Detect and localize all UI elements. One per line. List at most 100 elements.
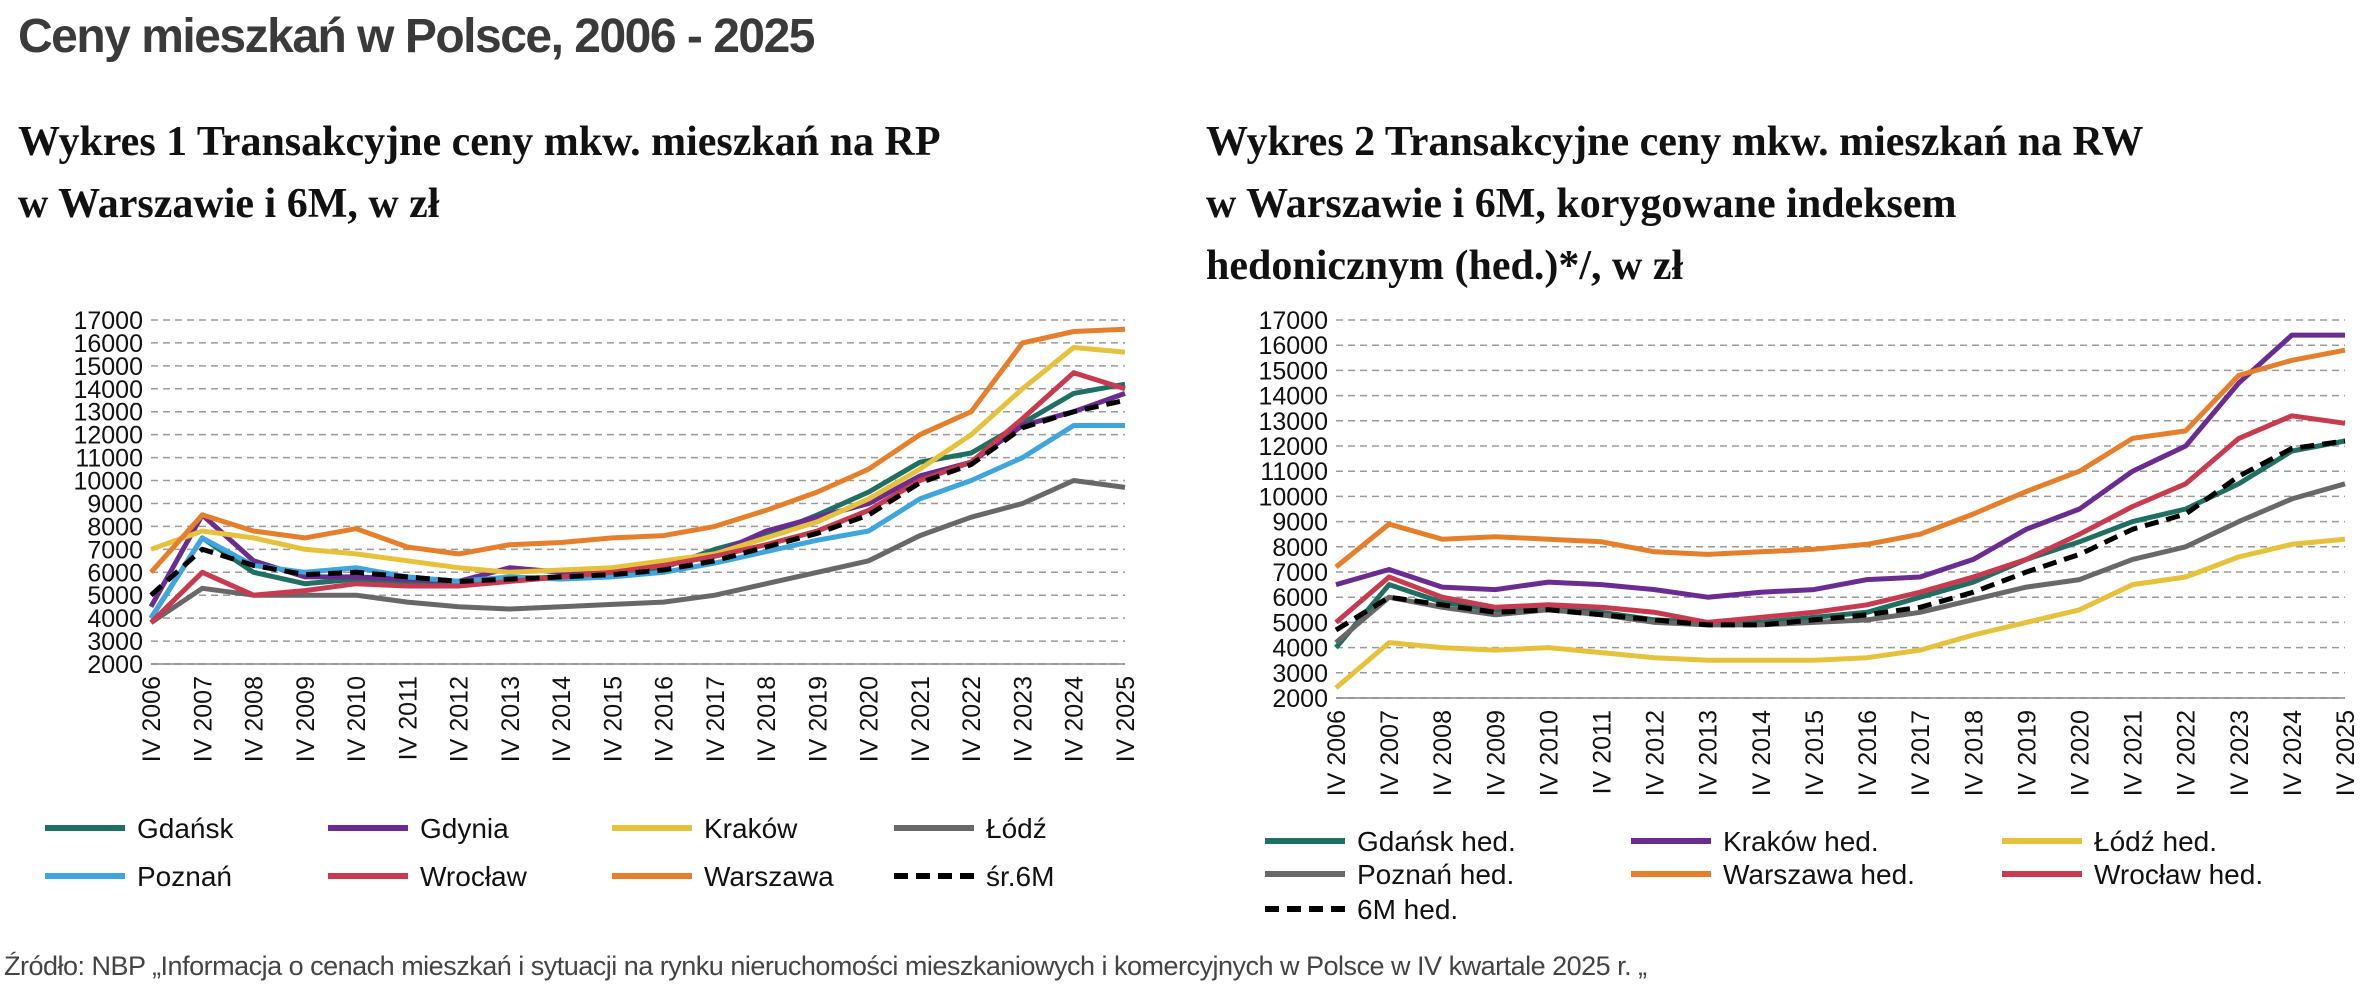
y-tick-label: 5000: [87, 582, 143, 610]
x-tick-label: IV 2006: [1323, 710, 1351, 796]
legend-label: Warszawa hed.: [1723, 859, 1915, 890]
x-tick-label: IV 2021: [907, 676, 935, 762]
legend-label: Poznań hed.: [1357, 859, 1514, 890]
y-tick-label: 17000: [1258, 307, 1328, 335]
x-tick-label: IV 2017: [1907, 710, 1935, 796]
x-tick-label: IV 2014: [548, 676, 576, 762]
x-tick-label: IV 2013: [1695, 710, 1723, 796]
x-tick-label: IV 2011: [394, 676, 422, 760]
y-tick-label: 13000: [73, 399, 143, 427]
x-tick-label: IV 2022: [2173, 710, 2201, 796]
y-tick-label: 9000: [87, 490, 143, 518]
y-tick-label: 10000: [73, 468, 143, 496]
x-tick-label: IV 2013: [497, 676, 525, 762]
y-tick-label: 4000: [87, 605, 143, 633]
y-tick-label: 7000: [87, 536, 143, 564]
series-line: [1334, 438, 2346, 633]
series-line: [1335, 332, 2345, 600]
x-tick-label: IV 2007: [1376, 710, 1404, 796]
y-tick-label: 3000: [1272, 660, 1328, 688]
y-tick-label: 15000: [1258, 357, 1328, 385]
chart-title: Wykres 1 Transakcyjne ceny mkw. mieszkań…: [18, 119, 940, 165]
series-line: [149, 326, 1126, 574]
series-line: [1334, 536, 2346, 690]
y-tick-label: 2000: [87, 651, 143, 679]
x-tick-label: IV 2025: [2332, 710, 2360, 796]
y-tick-label: 2000: [1272, 685, 1328, 713]
x-tick-label: IV 2025: [1112, 676, 1140, 762]
x-tick-label: IV 2006: [138, 676, 166, 762]
legend-label: śr.6M: [986, 861, 1054, 892]
legend-label: Poznań: [137, 861, 232, 892]
legend-label: Gdynia: [420, 813, 509, 844]
series-line: [148, 381, 1126, 620]
x-tick-label: IV 2019: [2013, 710, 2041, 796]
series-line: [149, 370, 1126, 625]
y-tick-label: 14000: [73, 376, 143, 404]
x-tick-label: IV 2020: [2066, 710, 2094, 796]
x-tick-label: IV 2010: [1535, 710, 1563, 796]
page-title: Ceny mieszkań w Polsce, 2006 - 2025: [18, 10, 815, 63]
y-tick-label: 16000: [1258, 332, 1328, 360]
x-tick-label: IV 2009: [292, 676, 320, 762]
y-tick-label: 6000: [87, 559, 143, 587]
legend-label: Wrocław hed.: [2094, 859, 2263, 890]
series-line: [149, 478, 1126, 625]
series-line: [150, 345, 1126, 575]
y-tick-label: 12000: [1258, 433, 1328, 461]
x-tick-label: IV 2018: [753, 676, 781, 762]
x-tick-label: IV 2007: [189, 676, 217, 762]
x-tick-label: IV 2017: [702, 676, 730, 762]
x-tick-label: IV 2021: [2120, 710, 2148, 796]
y-tick-label: 17000: [73, 307, 143, 335]
legend-label: Wrocław: [420, 861, 528, 892]
chart-title: w Warszawie i 6M, w zł: [18, 181, 440, 227]
x-tick-label: IV 2008: [241, 676, 269, 762]
series-line: [1334, 347, 2346, 569]
legend-label: Kraków: [704, 813, 798, 844]
y-tick-label: 4000: [1272, 635, 1328, 663]
x-tick-label: IV 2019: [804, 676, 832, 762]
x-tick-label: IV 2012: [446, 676, 474, 762]
y-tick-label: 12000: [73, 422, 143, 450]
x-tick-label: IV 2016: [651, 676, 679, 762]
y-tick-label: 16000: [73, 330, 143, 358]
chart-title: Wykres 2 Transakcyjne ceny mkw. mieszkań…: [1206, 119, 2143, 165]
x-tick-label: IV 2024: [2279, 710, 2307, 796]
legend-label: Łódź: [986, 813, 1047, 844]
series-line: [149, 397, 1126, 598]
y-tick-label: 9000: [1272, 509, 1328, 537]
y-tick-label: 7000: [1272, 559, 1328, 587]
legend-label: Łódź hed.: [2094, 826, 2217, 857]
x-tick-label: IV 2008: [1429, 710, 1457, 796]
legend-label: Gdańsk: [137, 813, 234, 844]
y-tick-label: 11000: [75, 445, 143, 473]
legend-label: Kraków hed.: [1723, 826, 1879, 857]
x-tick-label: IV 2015: [599, 676, 627, 762]
series-line: [1334, 413, 2346, 625]
chart-title: w Warszawie i 6M, korygowane indeksem: [1206, 181, 1957, 227]
x-tick-label: IV 2023: [2226, 710, 2254, 796]
y-tick-label: 13000: [1258, 408, 1328, 436]
legend-label: 6M hed.: [1357, 894, 1458, 925]
x-tick-label: IV 2023: [1009, 676, 1037, 762]
x-tick-label: IV 2011: [1589, 710, 1617, 794]
y-tick-label: 10000: [1258, 483, 1328, 511]
x-tick-label: IV 2020: [856, 676, 884, 762]
y-tick-label: 15000: [73, 353, 143, 381]
x-tick-label: IV 2010: [343, 676, 371, 762]
y-tick-label: 8000: [87, 513, 143, 541]
x-tick-label: IV 2018: [1960, 710, 1988, 796]
y-tick-label: 11000: [1260, 458, 1328, 486]
y-tick-label: 5000: [1272, 609, 1328, 637]
y-tick-label: 14000: [1258, 383, 1328, 411]
y-tick-label: 3000: [87, 628, 143, 656]
x-tick-label: IV 2012: [1642, 710, 1670, 796]
x-tick-label: IV 2022: [958, 676, 986, 762]
legend-label: Gdańsk hed.: [1357, 826, 1516, 857]
x-tick-label: IV 2015: [1801, 710, 1829, 796]
source-note: Źródło: NBP „Informacja o cenach mieszka…: [4, 951, 1647, 981]
legend-label: Warszawa: [704, 861, 834, 892]
y-tick-label: 6000: [1272, 584, 1328, 612]
